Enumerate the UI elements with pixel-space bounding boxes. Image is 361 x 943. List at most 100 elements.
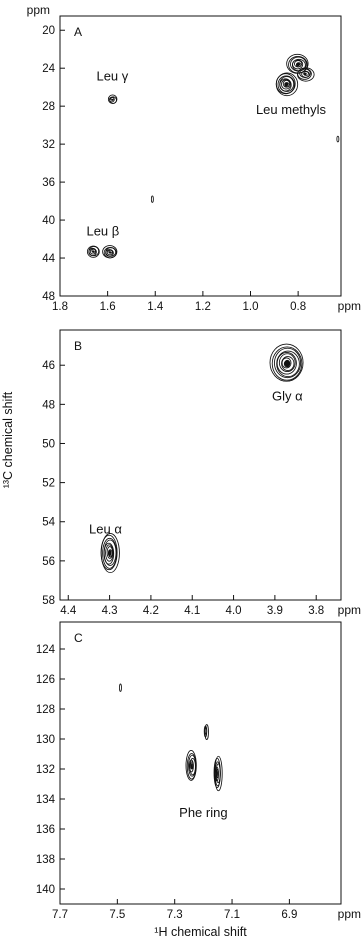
contour-level <box>88 247 97 257</box>
y-tick-label: 32 <box>42 139 55 151</box>
y-tick-label: 56 <box>42 556 55 568</box>
y-tick-label: 124 <box>36 644 56 656</box>
contour-peak <box>100 533 120 574</box>
contour-core <box>284 82 289 87</box>
x-tick-label: 4.1 <box>184 605 200 617</box>
panel-letter: C <box>74 631 83 645</box>
y-tick-label: 52 <box>42 478 55 490</box>
y-tick-label: 48 <box>42 399 55 411</box>
contour-peak <box>107 94 118 104</box>
y-tick-label: 44 <box>42 253 55 265</box>
contour-level <box>106 546 114 559</box>
y-tick-label: 58 <box>42 595 55 607</box>
y-tick-label: 40 <box>42 215 55 227</box>
contour-level <box>100 534 118 571</box>
contour-core <box>92 250 95 253</box>
x-unit-label: ppm <box>338 907 361 921</box>
contour-level <box>86 245 100 258</box>
x-tick-label: 1.4 <box>147 301 164 313</box>
contour-level <box>276 350 300 378</box>
contour-level <box>271 346 303 381</box>
x-tick-label: 1.6 <box>100 301 116 313</box>
contour-core <box>108 251 112 254</box>
x-tick-label: 7.5 <box>109 909 125 921</box>
x-tick-label: 3.9 <box>267 605 283 617</box>
contour-level <box>150 195 154 203</box>
y-tick-label: 130 <box>36 734 55 746</box>
peak-annotation: Leu γ <box>96 69 128 84</box>
contour-level <box>275 73 296 95</box>
contour-peak <box>86 245 100 258</box>
x-tick-label: 4.3 <box>102 605 118 617</box>
panel-c: C 7.7 7.5 7.3 7.1 6.9 124 126 128 130 132 134 136 138… <box>36 621 361 939</box>
plot-frame <box>59 621 342 905</box>
y-tick-label: 128 <box>36 704 55 716</box>
contour-level <box>292 59 304 70</box>
contour-level <box>297 68 312 80</box>
peak-annotation: Phe ring <box>179 805 227 820</box>
x-tick-label: 4.4 <box>60 605 77 617</box>
contour-level <box>278 353 296 372</box>
contour-level <box>281 356 295 371</box>
contour-peak <box>102 245 118 259</box>
contour-peak <box>336 135 340 143</box>
contour-peak <box>213 755 223 792</box>
contour-level <box>102 537 117 569</box>
panel-a: A 1.8 1.6 1.4 1.2 1.0 0.8 20 24 28 32 36 40 44 48 ppm pp… <box>27 3 361 313</box>
y-tick-label: 46 <box>42 360 55 372</box>
y-tick-label: 132 <box>36 764 55 776</box>
contour-peak <box>185 749 197 781</box>
x-tick-label: 7.1 <box>224 909 240 921</box>
x-unit-label: ppm <box>338 603 361 617</box>
contour-core <box>190 763 193 769</box>
contour-level <box>336 135 340 143</box>
contour-peak <box>203 724 209 741</box>
x-tick-label: 0.8 <box>290 301 306 313</box>
peak-annotation: Gly α <box>272 388 303 403</box>
contour-level <box>119 683 122 692</box>
contour-level <box>110 97 115 101</box>
plot-frame <box>59 15 342 297</box>
x-tick-label: 4.2 <box>143 605 159 617</box>
contour-peak <box>297 67 315 82</box>
y-tick-label: 28 <box>42 101 55 113</box>
y-tick-label: 140 <box>36 884 55 896</box>
contour-level <box>204 727 208 735</box>
x-unit-label: ppm <box>338 299 361 313</box>
contour-level <box>276 351 297 375</box>
contour-level <box>282 79 291 88</box>
y-tick-label: 50 <box>42 438 55 450</box>
peak-annotation: Leu methyls <box>256 102 327 117</box>
contour-level <box>91 248 96 253</box>
y-unit-label: ppm <box>27 3 50 17</box>
contour-peak <box>269 343 304 382</box>
y-tick-label: 48 <box>42 291 55 303</box>
contour-level <box>105 544 114 562</box>
contour-level <box>281 79 291 90</box>
panel-letter: B <box>74 339 82 353</box>
contour-peak <box>150 195 154 203</box>
contour-core <box>296 62 301 67</box>
contour-level <box>303 71 309 76</box>
contour-core <box>111 98 114 101</box>
contour-level <box>190 761 194 770</box>
y-tick-label: 36 <box>42 177 55 189</box>
contour-core <box>284 359 291 367</box>
contour-core <box>217 770 219 777</box>
contour-level <box>269 343 304 382</box>
contour-level <box>279 78 292 92</box>
contour-peak <box>275 72 299 97</box>
y-tick-label: 20 <box>42 25 55 37</box>
contour-level <box>281 357 292 369</box>
contour-level <box>277 75 295 94</box>
x-tick-label: 7.3 <box>167 909 183 921</box>
x-tick-label: 1.8 <box>52 301 68 313</box>
x-tick-label: 3.8 <box>308 605 324 617</box>
x-tick-label: 7.7 <box>52 909 68 921</box>
contour-level <box>189 757 196 776</box>
panel-letter: A <box>74 25 82 39</box>
contour-core <box>303 72 307 76</box>
y-tick-label: 126 <box>36 674 55 686</box>
peak-annotation: Leu α <box>89 521 122 536</box>
